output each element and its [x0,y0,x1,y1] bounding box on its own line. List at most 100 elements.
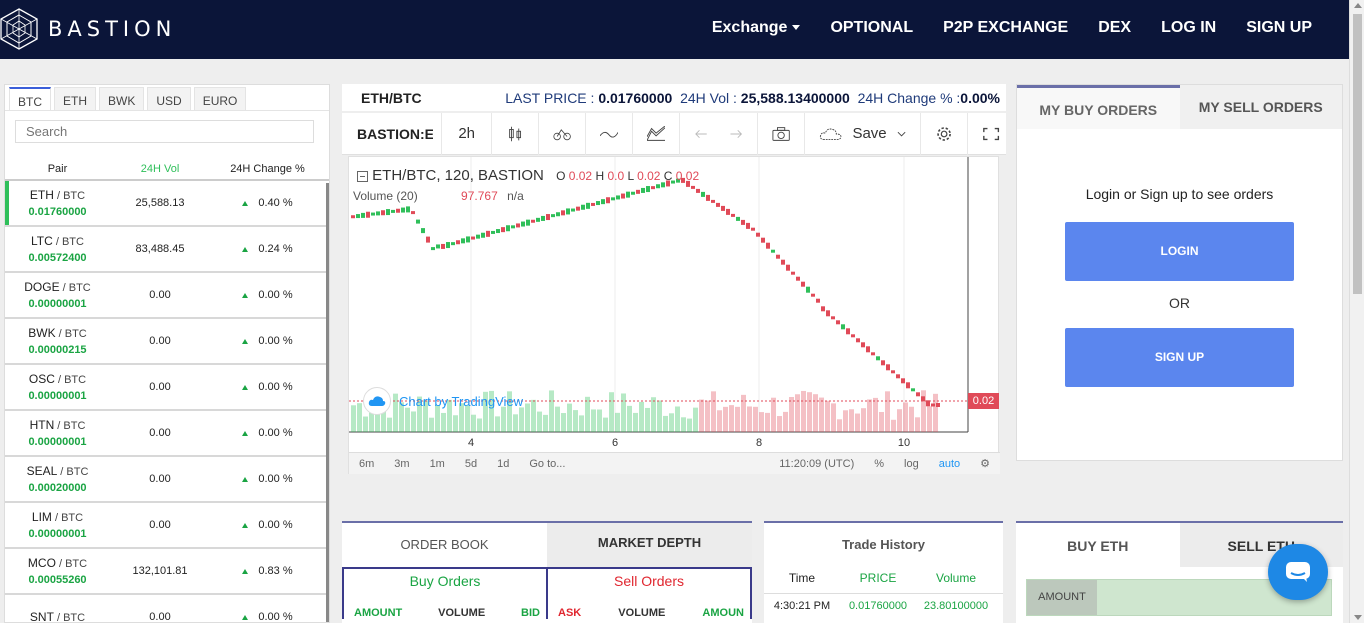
volume-bar [747,406,752,432]
volume-bar [399,402,404,432]
tab-btc[interactable]: BTC [9,87,51,110]
signup-button[interactable]: SIGN UP [1065,328,1294,387]
header-vol[interactable]: 24H Vol [140,163,180,175]
candle [631,191,635,195]
chart-range-bar: 6m 3m 1m 5d 1d Go to... 11:20:09 (UTC) %… [349,452,1000,474]
pair-change-value: 0.40 % [258,197,293,209]
market-row-osc[interactable]: OSC / BTC 0.00000001 0.00 0.00 % [5,365,329,411]
pair-symbol: OSC [28,371,55,386]
tab-buy-eth[interactable]: BUY ETH [1067,538,1129,554]
range-5d[interactable]: 5d [464,457,478,470]
nav-signup[interactable]: SIGN UP [1246,19,1312,36]
goto-date[interactable]: Go to... [529,457,566,470]
currency-tabs: BTC ETH BWK USD EURO [5,85,329,111]
scroll-up-icon[interactable] [1354,3,1362,8]
templates-icon[interactable] [647,125,666,142]
x-tick-label: 4 [468,437,474,449]
candle [721,205,725,211]
nav-dex[interactable]: DEX [1098,19,1132,36]
volume-label[interactable]: Volume (20) [353,189,418,203]
redo-icon[interactable] [725,126,743,142]
interval-selector[interactable]: 2h [458,125,476,142]
tab-market-depth[interactable]: MARKET DEPTH [547,523,752,567]
tab-usd[interactable]: USD [147,87,191,110]
market-row-eth[interactable]: ETH / BTC 0.01760000 25,588.13 0.40 % [5,181,329,227]
volume-bar [369,412,374,432]
orderbook-body: Buy Orders AMOUNT VOLUME BID Sell Orders… [342,567,752,619]
tab-bwk[interactable]: BWK [99,87,145,110]
tab-my-buy-orders[interactable]: MY BUY ORDERS [1017,85,1180,129]
volume-bar [933,393,938,432]
market-search-input[interactable] [15,120,314,143]
fullscreen-icon[interactable] [982,126,1000,142]
chart-settings-icon[interactable]: ⚙ [980,458,990,470]
range-6m[interactable]: 6m [359,457,375,470]
market-row-ltc[interactable]: LTC / BTC 0.00572400 83,488.45 0.24 % [5,227,329,273]
tab-eth[interactable]: ETH [54,87,96,110]
pair-cell: ETH / BTC 0.01760000 [5,187,110,220]
brand-logo[interactable]: BASTION [0,8,176,50]
range-1m[interactable]: 1m [429,457,445,470]
nav-login[interactable]: LOG IN [1161,19,1217,36]
candles-icon[interactable] [506,126,524,142]
volume-bar [801,390,806,432]
market-row-htn[interactable]: HTN / BTC 0.00000001 0.00 0.00 % [5,411,329,457]
candle [526,219,530,226]
compare-icon[interactable] [553,126,571,142]
market-row-lim[interactable]: LIM / BTC 0.00000001 0.00 0.00 % [5,503,329,549]
tab-my-sell-orders[interactable]: MY SELL ORDERS [1179,85,1342,129]
candle [836,320,840,325]
sell-orders-header: ASK VOLUME AMOUN [548,607,750,619]
pairs-scrollbar[interactable] [326,183,329,622]
market-row-mco[interactable]: MCO / BTC 0.00055260 132,101.81 0.83 % [5,549,329,595]
market-row-doge[interactable]: DOGE / BTC 0.00000001 0.00 0.00 % [5,273,329,319]
login-button[interactable]: LOGIN [1065,222,1294,281]
candle [736,216,740,221]
page-scrollbar[interactable] [1349,0,1364,623]
log-toggle[interactable]: log [904,457,919,470]
scroll-down-icon[interactable] [1354,615,1362,620]
volume-bar [573,410,578,432]
candle [651,186,655,190]
auto-toggle[interactable]: auto [938,457,961,470]
market-row-bwk[interactable]: BWK / BTC 0.00000215 0.00 0.00 % [5,319,329,365]
save-button[interactable]: Save [852,125,887,142]
market-row-seal[interactable]: SEAL / BTC 0.00020000 0.00 0.00 % [5,457,329,503]
scroll-thumb[interactable] [1353,14,1362,294]
nav-exchange[interactable]: Exchange [712,19,801,37]
divider [803,112,805,155]
header-pair[interactable]: Pair [47,163,68,175]
cloud-icon[interactable] [819,126,843,142]
volume-bar [351,405,356,432]
header-change[interactable]: 24H Change % [230,163,305,175]
symbol-search[interactable]: BASTION:ET [357,125,434,142]
range-3m[interactable]: 3m [394,457,410,470]
tradingview-brand[interactable]: Chart by TradingView [363,387,523,415]
buy-orders: Buy Orders AMOUNT VOLUME BID [342,569,548,619]
volume-bar [663,415,668,432]
range-1d[interactable]: 1d [497,457,510,470]
chevron-down-icon[interactable] [897,126,906,142]
nav-optional[interactable]: OPTIONAL [830,19,914,36]
pair-cell: LTC / BTC 0.00572400 [5,233,110,266]
pair-symbol: MCO [27,555,56,570]
candlestick-chart[interactable]: 4 6 8 10 [349,157,1000,452]
candle [556,212,560,217]
chat-button[interactable] [1268,544,1328,600]
nav-p2p-exchange[interactable]: P2P EXCHANGE [943,19,1069,36]
my-orders-panel: MY BUY ORDERS MY SELL ORDERS Login or Si… [1016,84,1343,461]
tab-euro[interactable]: EURO [193,87,247,110]
price-chart[interactable]: 4 6 8 10 ETH/BTC, 120, BASTION O 0.02 H 0.0… [348,156,1000,474]
settings-icon[interactable] [935,126,953,142]
last-price-value: 0.01760000 [598,89,673,106]
legend-title[interactable]: ETH/BTC, 120, BASTION [372,167,544,184]
tab-order-book[interactable]: ORDER BOOK [400,537,489,552]
indicators-icon[interactable] [600,126,619,142]
percent-toggle[interactable]: % [874,457,885,470]
camera-icon[interactable] [772,126,790,142]
pair-volume: 0.00 [149,427,171,439]
undo-icon[interactable] [694,126,712,142]
buy-amount-header: AMOUNT [354,607,403,619]
legend-collapse-icon[interactable] [357,170,368,182]
market-row-snt[interactable]: SNT / BTC 0.00 0.00 % [5,595,329,623]
